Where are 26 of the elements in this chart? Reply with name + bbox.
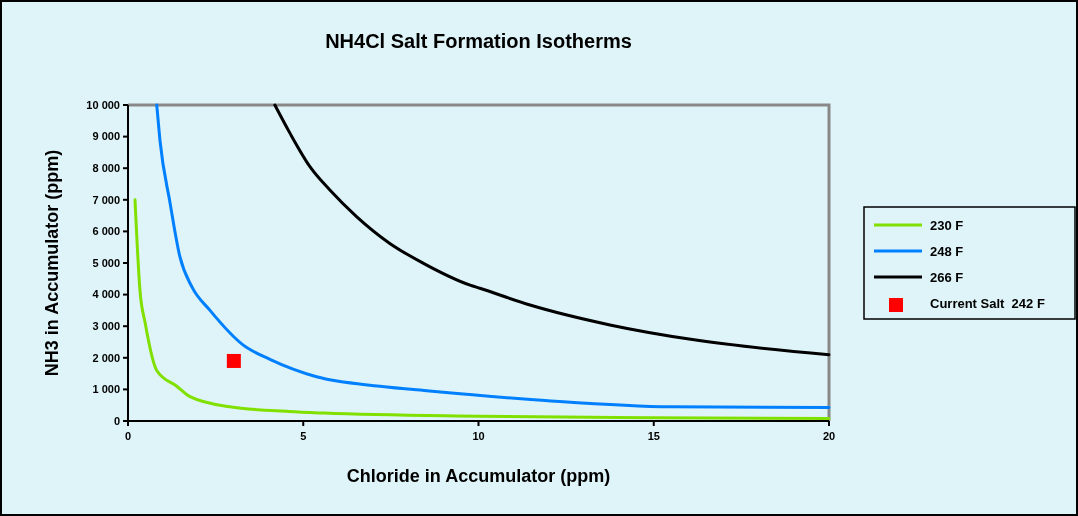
y-tick-label: 0: [113, 414, 120, 427]
y-tick-label: 4 000: [92, 288, 120, 301]
y-tick-label: 7 000: [92, 193, 120, 206]
y-tick-label: 10 000: [86, 98, 120, 111]
y-tick-label: 6 000: [92, 225, 120, 238]
legend-label: Current Salt 242 F: [930, 295, 1045, 311]
y-tick-label: 9 000: [92, 130, 120, 143]
line-series: [273, 103, 831, 357]
x-tick-label: 10: [472, 430, 485, 442]
x-axis-title: Chloride in Accumulator (ppm): [346, 466, 611, 486]
y-tick-label: 2 000: [92, 351, 120, 364]
legend-label: 248 F: [930, 243, 964, 259]
line-series: [133, 198, 831, 420]
x-tick-label: 0: [124, 430, 132, 442]
line-series: [155, 103, 831, 409]
legend-label: 266 F: [930, 269, 964, 285]
x-tick-label: 15: [647, 430, 660, 442]
x-tick-label: 20: [822, 430, 836, 442]
y-tick-label: 8 000: [92, 162, 120, 175]
x-tick-label: 5: [300, 430, 307, 442]
y-tick-label: 3 000: [92, 320, 120, 333]
legend-label: 230 F: [930, 217, 964, 233]
y-tick-label: 1 000: [92, 383, 120, 396]
chart-title: NH4Cl Salt Formation Isotherms: [325, 30, 632, 52]
y-axis-title: NH3 in Accumulator (ppm): [42, 149, 62, 377]
y-tick-label: 5 000: [92, 256, 120, 269]
